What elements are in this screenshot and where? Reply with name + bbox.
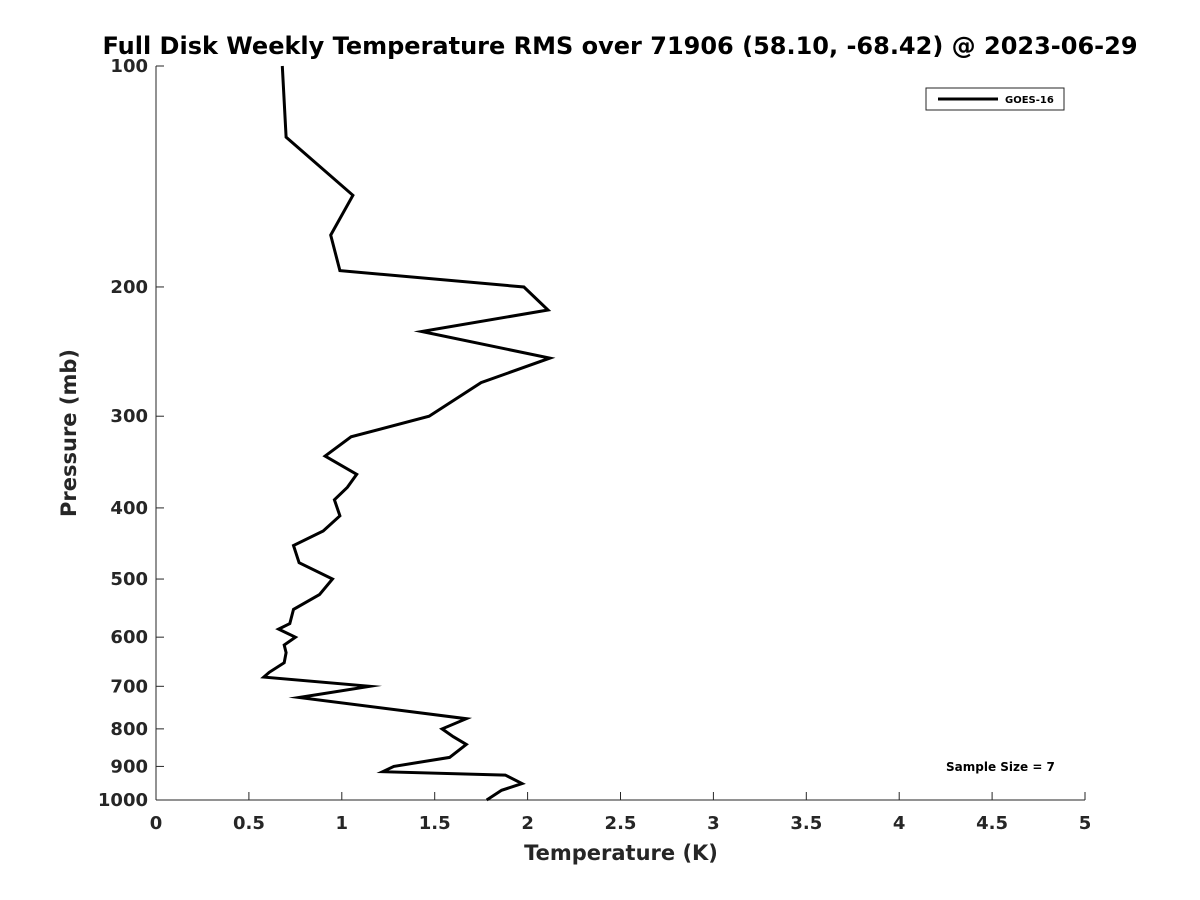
- y-tick-label: 700: [110, 676, 148, 697]
- x-tick-label: 4.5: [976, 813, 1008, 834]
- x-tick-label: 3.5: [790, 813, 822, 834]
- y-tick-label: 500: [110, 569, 148, 590]
- x-tick-label: 2: [521, 813, 534, 834]
- x-tick-label: 2.5: [605, 813, 637, 834]
- legend: GOES-16: [925, 87, 1065, 111]
- chart-title: Full Disk Weekly Temperature RMS over 71…: [102, 32, 1137, 60]
- x-tick-label: 5: [1079, 813, 1092, 834]
- x-tick-label: 3: [707, 813, 720, 834]
- sample-size-annotation: Sample Size = 7: [946, 760, 1055, 774]
- y-tick-label: 800: [110, 719, 148, 740]
- x-tick-label: 1.5: [419, 813, 451, 834]
- legend-entry-goes-16: GOES-16: [1005, 95, 1054, 106]
- series-line-goes-16: [260, 65, 556, 802]
- y-tick-label: 400: [110, 498, 148, 519]
- x-tick-label: 4: [893, 813, 906, 834]
- x-axis-label: Temperature (K): [524, 841, 718, 865]
- y-tick-label: 200: [110, 277, 148, 298]
- y-tick-label: 1000: [98, 790, 148, 811]
- y-tick-label: 600: [110, 627, 148, 648]
- y-tick-label: 300: [110, 406, 148, 427]
- y-axis-label: Pressure (mb): [57, 349, 81, 517]
- x-tick-label: 0: [150, 813, 163, 834]
- x-axis: 0 0.5 1 1.5 2 2.5 3 3.5 4 4.5 5: [150, 792, 1092, 834]
- y-tick-label: 100: [110, 56, 148, 77]
- x-tick-label: 1: [336, 813, 349, 834]
- y-tick-label: 900: [110, 756, 148, 777]
- series-layer: [260, 65, 556, 802]
- y-axis: 100 200 300 400 500 600 700 800 900 1000: [98, 56, 164, 811]
- x-tick-label: 0.5: [233, 813, 265, 834]
